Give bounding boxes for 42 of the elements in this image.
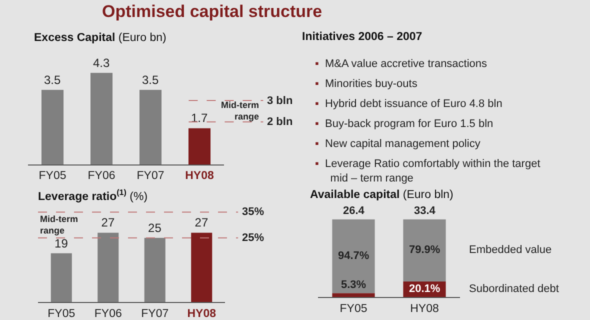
annotation: 33.4 bbox=[414, 205, 436, 217]
x-tick-label: FY06 bbox=[94, 308, 122, 320]
x-tick-label: FY07 bbox=[141, 308, 169, 320]
text: ▪ M&A value accretive transactions bbox=[315, 58, 488, 70]
annotation: 26.4 bbox=[343, 205, 366, 217]
x-tick-label: FY05 bbox=[38, 170, 66, 182]
ref-line-label: 2 bln bbox=[267, 116, 293, 128]
x-tick-label: HY08 bbox=[410, 302, 439, 315]
text: Embedded value bbox=[469, 244, 552, 256]
x-tick-label: FY06 bbox=[88, 170, 116, 182]
text: ▪ Leverage Ratio comfortably within the target mid – term range bbox=[315, 158, 540, 184]
data-label: 3.5 bbox=[142, 72, 160, 87]
x-tick-label: HY08 bbox=[185, 170, 214, 182]
text: ▪ New capital management policy bbox=[315, 138, 481, 150]
ref-line-label: 3 bln bbox=[267, 95, 293, 107]
x-tick-label: FY05 bbox=[48, 308, 76, 320]
text: Subordinated debt bbox=[469, 283, 559, 295]
data-label: 25 bbox=[148, 220, 162, 235]
text: ▪ Buy-back program for Euro 1.5 bln bbox=[315, 118, 494, 130]
data-label: 3.5 bbox=[44, 72, 62, 87]
data-label: 79.9% bbox=[409, 244, 440, 256]
text: ▪ Minorities buy-outs bbox=[315, 78, 418, 90]
annotation: Mid-term range bbox=[221, 100, 259, 122]
data-label: 20.1% bbox=[409, 283, 440, 295]
data-label: 5.3% bbox=[341, 279, 366, 291]
text: Initiatives 2006 – 2007 bbox=[302, 31, 422, 43]
text: ▪ Hybrid debt issuance of Euro 4.8 bln bbox=[315, 98, 502, 110]
ref-line-label: 35% bbox=[242, 206, 264, 218]
chart-title: Available capital (Euro bln) bbox=[310, 189, 454, 201]
chart-title: Leverage ratio$^{(1)}$ (%) bbox=[38, 188, 148, 203]
data-label: 19 bbox=[54, 236, 68, 250]
chart-subtitle: Excess Capital (Euro bn) bbox=[34, 32, 166, 44]
data-label: 27 bbox=[194, 216, 208, 230]
ref-line-label: 25% bbox=[242, 232, 264, 244]
x-tick-label: FY07 bbox=[136, 170, 164, 182]
data-label: 27 bbox=[101, 216, 115, 230]
x-tick-label: HY08 bbox=[187, 308, 217, 320]
data-label: 94.7% bbox=[338, 250, 370, 262]
chart-title: Optimised capital structure bbox=[102, 2, 322, 21]
data-label: 4.3 bbox=[93, 56, 110, 70]
annotation: Mid-term range bbox=[40, 214, 78, 236]
x-tick-label: FY05 bbox=[340, 302, 368, 315]
